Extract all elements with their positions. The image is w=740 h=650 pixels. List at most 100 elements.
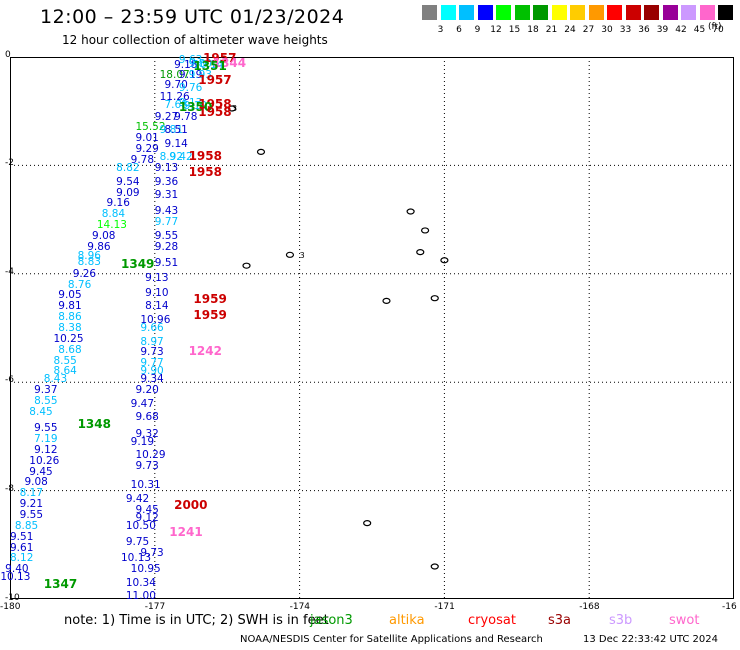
swh-observation: 10.31: [130, 479, 161, 492]
swh-observation: 8.55: [34, 395, 58, 408]
swh-observation: 10.26: [29, 454, 60, 467]
swh-observation: 9.81: [58, 300, 82, 313]
swh-observation: 9.43: [154, 205, 179, 218]
legend-swatch: [440, 5, 456, 20]
legend-label: 12: [490, 25, 502, 35]
swh-observation: 8.64: [53, 365, 77, 378]
legend-swatch: [625, 5, 641, 20]
island-outline: [420, 227, 430, 234]
swh-observation: 9.19: [183, 99, 208, 112]
swh-observation: 9.12: [34, 443, 58, 456]
legend-swatch: [533, 5, 549, 20]
legend-swatch: [514, 5, 530, 20]
swh-observation: 9.34: [140, 373, 164, 386]
footer-note: note: 1) Time is in UTC; 2) SWH is in fe…: [64, 613, 329, 628]
swh-observation: 9.10: [145, 286, 169, 299]
swh-observation: 8.97: [140, 335, 164, 348]
swh-observation: 9.12: [135, 511, 159, 524]
swh-observation: 8.55: [53, 354, 77, 367]
legend-swatch: [477, 5, 493, 20]
island-outline: [256, 148, 266, 155]
wave-height-map[interactable]: [10, 57, 734, 599]
swh-observation: 9.81: [159, 124, 184, 137]
satellite-label-jason3: jason3: [310, 613, 353, 628]
legend-swatch: [718, 5, 734, 20]
legend-label: 24: [564, 25, 576, 35]
swh-observation: 9.61: [10, 541, 34, 554]
satellite-label-altika: altika: [389, 613, 425, 628]
swh-observation: 8.14: [145, 300, 169, 313]
swh-observation: 9.18: [174, 59, 198, 72]
swh-observation: 9.86: [87, 240, 111, 253]
x-tick-label: -171: [434, 602, 455, 612]
pass-time-label: 1347: [43, 576, 78, 591]
legend-swatch: [607, 5, 623, 20]
legend-label: 18: [527, 25, 539, 35]
swh-observation: 10.34: [125, 576, 156, 589]
swh-observation: 8.68: [58, 343, 82, 356]
swh-observation: 9.14: [164, 137, 188, 150]
swh-observation: 8.12: [10, 552, 34, 565]
pass-time-label: 1349: [121, 256, 155, 271]
swh-observation: 9.93: [188, 68, 212, 81]
swh-observation: 10.50: [125, 519, 156, 532]
pass-time-label: 1958: [188, 148, 222, 163]
credit-line: NOAA/NESDIS Center for Satellite Applica…: [240, 634, 543, 645]
swh-observation: 9.08: [92, 229, 116, 242]
swh-observation: 9.77: [154, 216, 179, 229]
swh-observation: 9.70: [164, 79, 188, 92]
swh-observation: 9.73: [140, 546, 164, 559]
satellite-label-s3b: s3b: [609, 613, 633, 628]
legend-swatch: [570, 5, 586, 20]
pass-time-label: 1959: [193, 308, 227, 323]
legend-swatch: [699, 5, 715, 20]
satellite-label-swot: swot: [669, 613, 700, 628]
swh-observation: 9.36: [154, 175, 179, 188]
swh-observation: 9.51: [10, 530, 34, 543]
island-marker: 3: [299, 250, 305, 260]
swh-observation: 8.96: [77, 250, 101, 263]
swh-observation: 9.21: [19, 498, 44, 511]
island-outline: [430, 295, 439, 302]
swh-observation: 9.55: [34, 422, 58, 435]
swh-observation: 10.13: [121, 552, 152, 565]
chart-title: 12:00 – 23:59 UTC 01/23/2024: [40, 6, 345, 28]
swh-observation: 10.14: [193, 59, 224, 72]
island-outline: [242, 262, 251, 269]
legend-label: 42: [675, 25, 687, 35]
swh-observation: 14.13: [96, 219, 127, 232]
swh-observation: 8.38: [58, 322, 82, 334]
swh-observation: 8.43: [43, 373, 68, 386]
legend-label: 15: [508, 25, 521, 35]
swh-observation: 9.29: [135, 143, 159, 156]
pass-time-label: 1242: [188, 343, 222, 358]
pass-time-label: 1241: [169, 525, 203, 540]
island-marker: 3: [232, 104, 238, 114]
legend-swatch: [422, 5, 438, 20]
legend-swatch: [662, 5, 678, 20]
swh-observation: 8.85: [14, 519, 39, 532]
x-tick-label: -174: [289, 602, 311, 612]
swh-observation: 9.16: [106, 197, 130, 210]
swh-observation: 9.42: [169, 151, 193, 164]
x-tick-label: -16: [722, 602, 737, 612]
swh-observation: 10.13: [0, 571, 31, 584]
pass-time-label: 1957: [198, 72, 232, 87]
grid-lines: [10, 57, 734, 599]
x-tick-label: -168: [579, 602, 600, 612]
swh-observation: 9.40: [5, 563, 29, 576]
pass-time-label: 1344: [212, 56, 247, 71]
swh-observation: 8.83: [77, 255, 101, 268]
swh-observation: 9.55: [154, 229, 179, 242]
island-outline: [285, 251, 295, 258]
swh-observation: 10.96: [140, 313, 171, 326]
swh-observation: 9.45: [135, 503, 159, 516]
island-outline: [440, 257, 449, 264]
swh-observation: 9.51: [154, 256, 179, 269]
chart-subtitle: 12 hour collection of altimeter wave hei…: [62, 33, 328, 47]
swh-observation: 9.28: [154, 240, 179, 253]
pass-time-label: 1350: [178, 99, 213, 114]
swh-observation: 9.08: [24, 476, 48, 489]
pass-time-label: 1351: [193, 59, 227, 74]
swh-observation: 9.90: [140, 365, 164, 378]
